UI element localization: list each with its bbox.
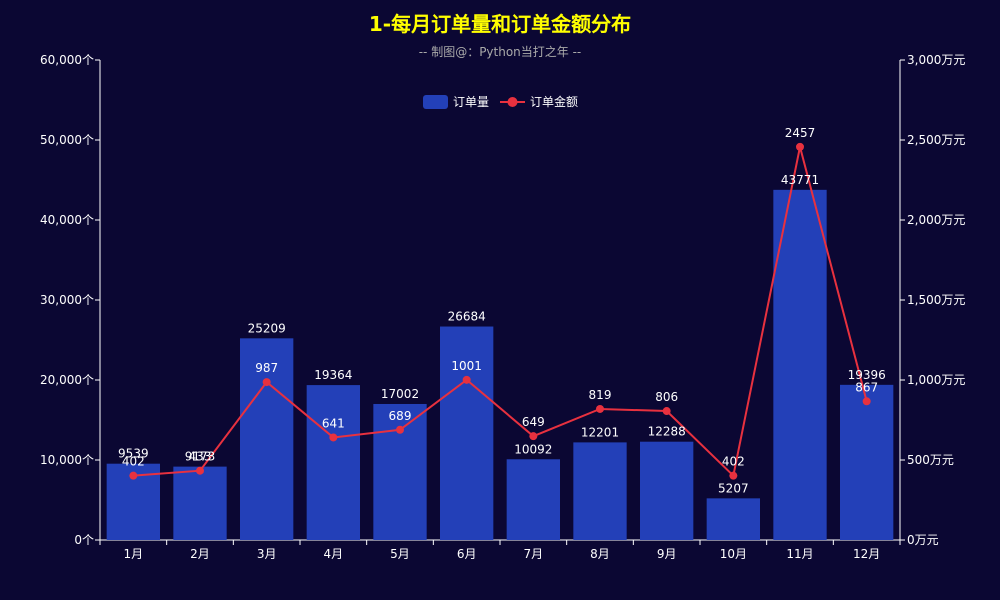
legend-item-bar[interactable]: 订单量 <box>423 95 489 109</box>
bar-value-label: 10092 <box>514 442 552 456</box>
legend-line-marker <box>507 97 518 107</box>
line-point[interactable] <box>729 471 738 480</box>
line-series <box>129 142 871 480</box>
x-tick-label: 3月 <box>257 547 277 561</box>
y-left-tick-label: 50,000个 <box>40 133 94 147</box>
bar-value-label: 25209 <box>248 321 286 335</box>
line-point[interactable] <box>796 142 804 151</box>
y-right-tick-label: 2,000万元 <box>907 213 965 227</box>
line-value-label: 987 <box>255 361 278 375</box>
line-value-label: 689 <box>389 409 412 423</box>
y-right-tick-label: 1,000万元 <box>907 373 965 387</box>
bar-value-label: 19364 <box>314 368 352 382</box>
line-value-label: 1001 <box>451 359 482 373</box>
x-tick-label: 4月 <box>324 547 344 561</box>
bar-value-label: 19396 <box>848 368 886 382</box>
x-tick-label: 8月 <box>590 547 610 561</box>
line-point[interactable] <box>662 407 671 416</box>
axes: 0个 10,000个 20,000个 30,000个 40,000个 50,000个 60,… <box>40 53 965 561</box>
bar[interactable] <box>173 466 227 540</box>
y-right-tick-label: 2,500万元 <box>907 133 965 147</box>
x-tick-label: 11月 <box>786 547 813 561</box>
y-right-tick-label: 1,500万元 <box>907 293 965 307</box>
x-tick-label: 9月 <box>657 547 677 561</box>
y-left-tick-label: 20,000个 <box>40 373 94 387</box>
bar-value-label: 9539 <box>118 447 149 461</box>
line-point[interactable] <box>329 433 338 442</box>
line-value-label: 433 <box>189 450 212 464</box>
line-point[interactable] <box>262 378 271 387</box>
bar[interactable] <box>773 189 827 540</box>
y-left-tick-label: 40,000个 <box>40 213 94 227</box>
line-point[interactable] <box>529 432 538 441</box>
bar[interactable] <box>840 384 894 540</box>
y-left-tick-label: 60,000个 <box>40 53 94 67</box>
line-value-label: 641 <box>322 416 345 430</box>
x-tick-label: 7月 <box>524 547 544 561</box>
y-left-tick-label: 0个 <box>74 533 94 547</box>
bar[interactable] <box>440 326 494 540</box>
chart-title: 1-每月订单量和订单金额分布 <box>369 12 631 36</box>
legend-bar-label: 订单量 <box>453 95 489 109</box>
bar[interactable] <box>573 442 627 540</box>
x-tick-label: 2月 <box>190 547 210 561</box>
bar[interactable] <box>306 385 360 540</box>
line-point[interactable] <box>862 397 871 406</box>
bar-value-label: 9173 <box>185 450 216 464</box>
bar[interactable] <box>373 403 427 540</box>
y-left-tick-label: 10,000个 <box>40 453 94 467</box>
line-point[interactable] <box>462 375 471 384</box>
y-right-tick-label: 0万元 <box>907 533 939 547</box>
legend-bar-swatch <box>423 95 448 109</box>
bar-value-label: 17002 <box>381 387 419 401</box>
x-tick-label: 12月 <box>853 547 880 561</box>
bar-value-label: 26684 <box>448 310 486 324</box>
chart-subtitle: -- 制图@：Python当打之年 -- <box>419 45 582 59</box>
line-point[interactable] <box>396 425 404 434</box>
data-labels: 9539 9173 25209 19364 17002 26684 10092 12201 12… <box>118 126 886 495</box>
line-point[interactable] <box>196 466 204 475</box>
y-right-tick-label: 3,000万元 <box>907 53 965 67</box>
y-left-tick-label: 30,000个 <box>40 293 94 307</box>
line-value-label: 806 <box>655 390 678 404</box>
bar[interactable] <box>506 459 560 540</box>
line-value-label: 819 <box>589 388 612 402</box>
bar-value-label: 5207 <box>718 481 749 495</box>
x-tick-label: 6月 <box>457 547 477 561</box>
bar[interactable] <box>240 338 294 540</box>
bar-value-label: 43771 <box>781 173 819 187</box>
bar-value-label: 12288 <box>648 425 686 439</box>
bars <box>106 189 894 540</box>
line-value-label: 402 <box>122 455 145 469</box>
line-value-label: 402 <box>722 455 745 469</box>
line-value-label: 2457 <box>785 126 816 140</box>
y-right-tick-label: 500万元 <box>907 453 954 467</box>
line-point[interactable] <box>596 404 604 413</box>
bar[interactable] <box>640 441 694 540</box>
legend-item-line[interactable]: 订单金额 <box>500 94 578 109</box>
legend-line-label: 订单金额 <box>530 94 578 109</box>
x-tick-label: 10月 <box>720 547 747 561</box>
line-value-label: 867 <box>855 380 878 394</box>
bar-value-label: 12201 <box>581 425 619 439</box>
line-value-label: 649 <box>522 415 545 429</box>
line-path <box>133 146 868 478</box>
legend[interactable]: 订单量 订单金额 <box>423 94 578 109</box>
x-tick-label: 1月 <box>124 547 144 561</box>
bar[interactable] <box>706 498 760 540</box>
line-point[interactable] <box>129 471 138 480</box>
x-tick-label: 5月 <box>390 547 410 561</box>
